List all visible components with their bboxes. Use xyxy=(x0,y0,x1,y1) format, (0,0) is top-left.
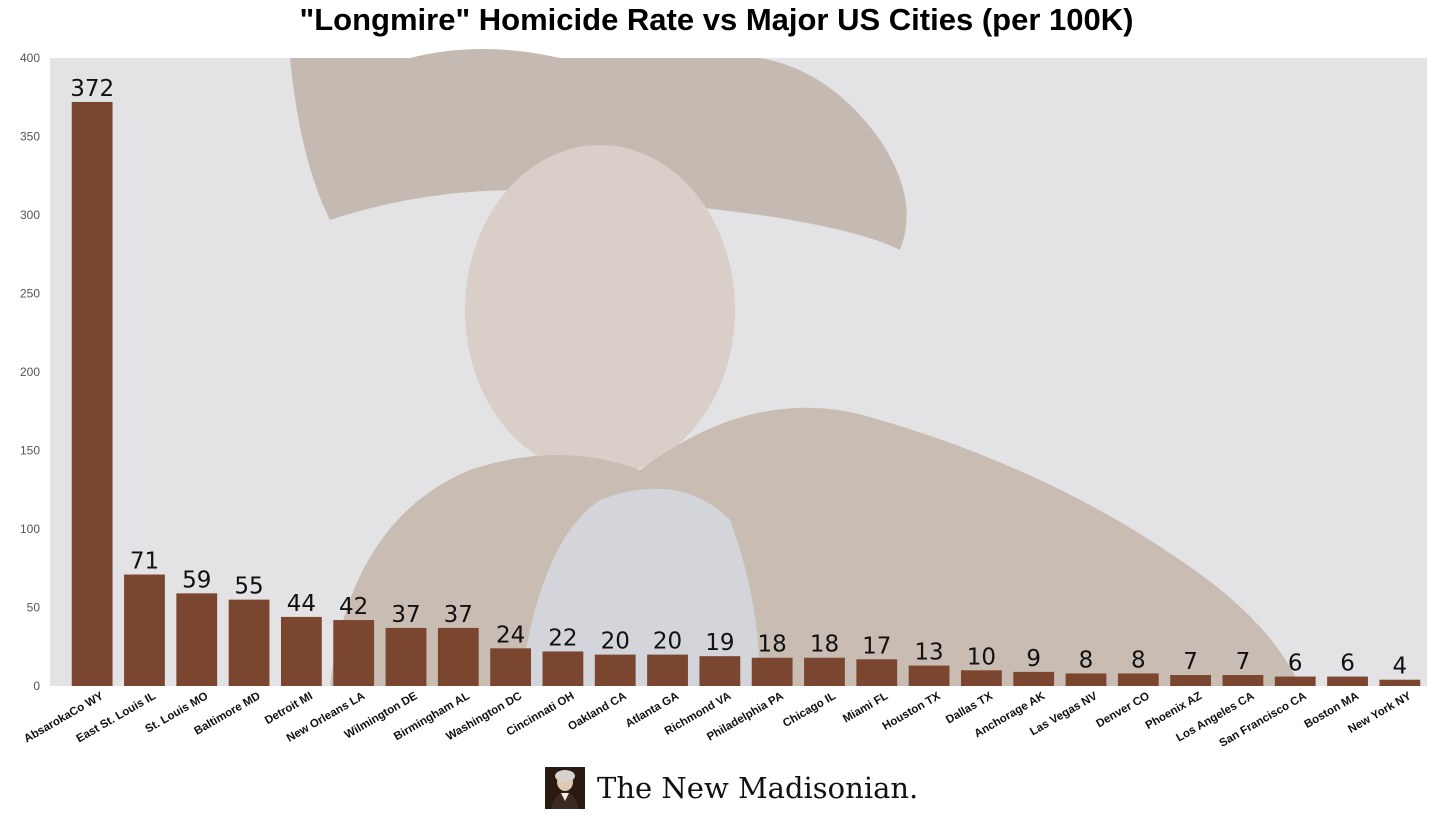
bar xyxy=(280,616,322,686)
y-tick-label: 0 xyxy=(33,679,40,693)
y-tick-label: 150 xyxy=(20,444,40,458)
bar xyxy=(1013,671,1055,686)
bar xyxy=(699,656,741,686)
bar-value-label: 24 xyxy=(496,622,525,648)
bar xyxy=(804,657,845,686)
bar-value-label: 17 xyxy=(862,633,891,659)
x-tick-label: San Francisco CA xyxy=(1217,690,1308,750)
bar xyxy=(960,670,1002,686)
bar xyxy=(490,648,532,686)
bar-value-label: 20 xyxy=(601,629,630,655)
bar xyxy=(751,657,793,686)
bar-value-label: 18 xyxy=(758,632,787,658)
x-tick-label: Denver CO xyxy=(1094,690,1152,730)
bar-value-label: 13 xyxy=(914,640,943,666)
bar-value-label: 8 xyxy=(1079,647,1094,673)
bar-value-label: 18 xyxy=(810,632,839,658)
chart-title: "Longmire" Homicide Rate vs Major US Cit… xyxy=(299,2,1134,37)
bar-value-label: 7 xyxy=(1183,649,1198,675)
background-photo xyxy=(50,49,1427,686)
y-tick-label: 400 xyxy=(20,51,40,65)
footer-brand: The New Madisonian. xyxy=(545,767,918,809)
bar xyxy=(647,654,688,686)
y-tick-label: 200 xyxy=(20,365,40,379)
bar-value-label: 19 xyxy=(705,630,734,656)
bar xyxy=(124,574,165,686)
bar-value-label: 6 xyxy=(1288,651,1303,677)
bar-value-label: 4 xyxy=(1393,654,1408,680)
bar xyxy=(1065,673,1107,686)
y-tick-label: 350 xyxy=(20,130,40,144)
bar xyxy=(856,659,898,686)
bar xyxy=(1327,676,1368,686)
bar xyxy=(908,665,950,686)
bar xyxy=(1222,675,1264,686)
bar xyxy=(1379,679,1421,686)
bar xyxy=(71,101,113,686)
bar-value-label: 55 xyxy=(234,574,263,600)
bar xyxy=(1274,676,1316,686)
bar xyxy=(228,599,270,686)
y-tick-label: 250 xyxy=(20,287,40,301)
bar-value-label: 9 xyxy=(1026,646,1041,672)
brand-name: The New Madisonian. xyxy=(597,771,919,805)
bar-value-label: 37 xyxy=(444,602,473,628)
bar-value-label: 71 xyxy=(130,549,159,575)
y-tick-label: 100 xyxy=(20,522,40,536)
x-tick-label: Oakland CA xyxy=(566,690,628,733)
bar xyxy=(385,627,427,686)
bar-value-label: 44 xyxy=(287,591,316,617)
bar-value-label: 10 xyxy=(967,644,996,670)
bar xyxy=(1170,675,1212,686)
bar-value-label: 37 xyxy=(391,602,420,628)
bar-value-label: 59 xyxy=(182,567,211,593)
bar-value-label: 8 xyxy=(1131,647,1146,673)
portrait-logo-icon xyxy=(545,767,585,809)
bar xyxy=(437,627,479,686)
bar xyxy=(176,593,218,686)
bar-value-label: 42 xyxy=(339,594,368,620)
bar-value-label: 7 xyxy=(1236,649,1251,675)
x-tick-label: Chicago IL xyxy=(781,690,838,730)
bar-value-label: 22 xyxy=(548,625,577,651)
x-tick-label: Houston TX xyxy=(881,690,943,733)
y-tick-label: 300 xyxy=(20,208,40,222)
bar-value-label: 6 xyxy=(1340,651,1355,677)
bar-value-label: 20 xyxy=(653,629,682,655)
bar xyxy=(333,620,375,686)
bar-value-label: 372 xyxy=(70,76,114,102)
bar xyxy=(542,651,584,686)
bar xyxy=(594,654,636,686)
y-tick-label: 50 xyxy=(27,601,41,615)
bar xyxy=(1117,673,1159,686)
